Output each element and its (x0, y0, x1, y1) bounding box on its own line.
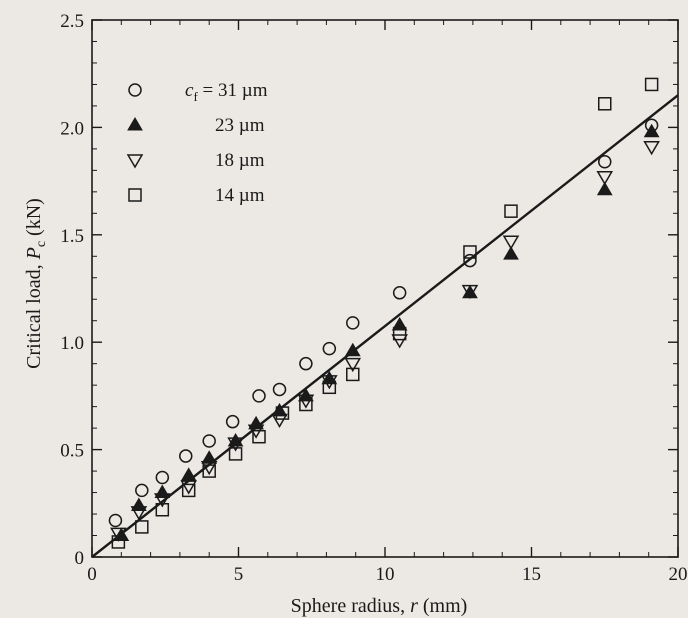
data-point (598, 97, 612, 111)
data-point (111, 535, 126, 549)
legend-var-sub: f (193, 89, 198, 104)
data-point (346, 367, 360, 382)
data-point (108, 513, 123, 528)
legend-marker (128, 83, 142, 97)
x-tick-label: 10 (376, 564, 395, 585)
data-point (392, 326, 407, 341)
x-axis-label-part: r (410, 595, 418, 617)
data-point (391, 334, 408, 349)
data-point (201, 450, 218, 464)
data-point (503, 246, 519, 260)
y-tick-label: 1.0 (60, 333, 84, 354)
x-tick-label: 15 (522, 564, 541, 585)
series-1 (113, 123, 660, 542)
data-point (596, 171, 614, 186)
data-point (502, 235, 520, 250)
axes: 0 5 10 15 20 0 0.5 1.0 1.5 2.0 2.5 (60, 11, 687, 585)
data-point (227, 437, 244, 452)
x-tick-label: 20 (669, 564, 688, 585)
data-point (252, 429, 266, 444)
x-tick-label: 5 (234, 564, 244, 585)
data-point (155, 470, 170, 485)
data-point (322, 380, 337, 395)
legend-var: c (185, 80, 194, 101)
data-point (154, 484, 171, 499)
data-point (344, 357, 362, 373)
y-tick-label: 2.5 (60, 11, 84, 32)
data-point (299, 397, 313, 412)
data-points (108, 77, 660, 549)
data-point (463, 245, 477, 259)
data-point (299, 356, 313, 371)
legend-value: = 31 µm (198, 80, 268, 101)
data-point (154, 493, 171, 508)
data-point (179, 449, 193, 463)
fit-line (91, 94, 679, 558)
data-point (110, 527, 127, 542)
x-tick-label: 0 (87, 564, 97, 585)
data-point (643, 140, 660, 156)
data-point (463, 253, 477, 268)
legend-marker (128, 188, 142, 202)
y-tick-label: 0.5 (60, 441, 84, 462)
axis-labels: Sphere radius, r (mm) Critical load, Pc (… (23, 198, 467, 617)
data-point (202, 464, 216, 478)
data-point (272, 382, 287, 397)
data-point (252, 389, 266, 403)
data-point (392, 286, 407, 300)
legend-label: 23 µm (215, 115, 265, 136)
data-point (297, 394, 315, 409)
data-point (504, 204, 518, 218)
data-point (275, 406, 290, 420)
y-axis-label: Critical load, Pc (kN) (23, 198, 49, 369)
data-point (225, 414, 240, 429)
legend-label: 18 µm (215, 150, 265, 171)
series-3 (111, 77, 659, 549)
series-2 (110, 140, 660, 542)
data-point (181, 483, 196, 498)
legend-label: 14 µm (215, 185, 265, 206)
data-point (644, 77, 659, 92)
data-point (344, 342, 361, 357)
plot-frame (91, 19, 679, 558)
legend-marker (126, 154, 144, 169)
legend-label: cf = 31 µm (185, 80, 268, 104)
data-point (202, 434, 216, 448)
data-point (598, 155, 612, 169)
data-point (130, 506, 148, 521)
data-point (271, 413, 288, 429)
y-axis-label-part: P (23, 247, 45, 260)
data-point (462, 284, 478, 299)
data-point (322, 341, 337, 356)
data-point (135, 483, 149, 498)
data-point (346, 316, 360, 330)
data-point (180, 467, 197, 481)
y-axis-label-part: (kN) (23, 198, 45, 241)
data-point (155, 502, 170, 517)
y-axis-label-part: Critical load, (23, 259, 45, 368)
data-point (643, 123, 660, 138)
data-point (200, 461, 218, 476)
data-point (228, 447, 243, 461)
data-point (461, 284, 479, 300)
data-point (135, 520, 149, 534)
y-tick-label: 0 (75, 548, 85, 569)
x-axis-label: Sphere radius, r (mm) (291, 595, 468, 617)
x-axis-label-part: Sphere radius, (291, 595, 410, 617)
series-0 (108, 118, 659, 528)
data-point (596, 181, 613, 196)
fit-line-group (91, 94, 679, 558)
legend-marker (127, 117, 143, 131)
y-tick-label: 2.0 (60, 118, 84, 139)
data-point (180, 480, 197, 495)
legend: cf = 31 µm 23 µm 18 µm 14 µm (126, 80, 268, 206)
x-axis-label-part: (mm) (418, 595, 467, 617)
data-point (131, 497, 147, 511)
y-tick-label: 1.5 (60, 226, 84, 247)
y-axis-label-part: c (34, 241, 49, 247)
